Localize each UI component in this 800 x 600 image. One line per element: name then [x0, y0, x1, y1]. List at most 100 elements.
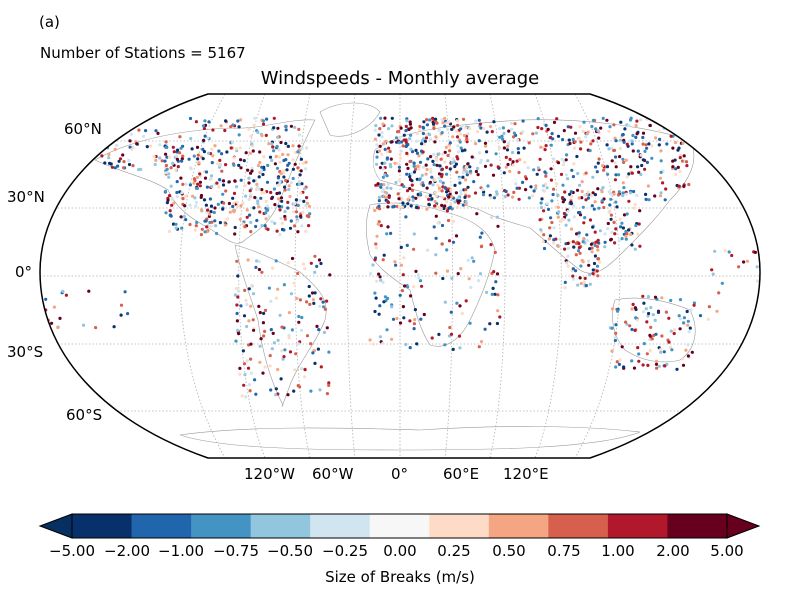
station-point — [650, 337, 654, 341]
station-point — [175, 180, 179, 184]
station-point — [461, 117, 466, 121]
station-point — [720, 281, 724, 285]
station-point — [399, 245, 403, 249]
station-point — [543, 170, 547, 174]
station-point — [436, 183, 440, 187]
station-point — [158, 143, 162, 147]
station-point — [123, 290, 127, 294]
station-point — [257, 187, 261, 191]
station-point — [249, 371, 254, 375]
station-point — [548, 226, 552, 230]
station-point — [634, 135, 638, 139]
station-point — [322, 305, 326, 309]
station-point — [247, 383, 251, 387]
station-point — [630, 171, 634, 175]
station-point — [247, 343, 251, 347]
station-point — [404, 129, 408, 133]
station-point — [223, 128, 227, 133]
station-point — [710, 268, 714, 272]
station-point — [293, 125, 297, 129]
station-point — [301, 262, 305, 266]
station-point — [434, 253, 438, 257]
station-point — [431, 183, 435, 187]
station-point — [669, 298, 673, 303]
station-point — [567, 218, 571, 222]
station-point — [304, 229, 308, 233]
station-point — [294, 210, 299, 214]
station-point — [191, 194, 195, 198]
station-point — [204, 203, 208, 207]
station-point — [421, 165, 425, 169]
station-point — [381, 142, 385, 146]
station-point — [442, 206, 446, 211]
station-point — [193, 228, 197, 232]
station-point — [400, 197, 404, 201]
station-point — [264, 133, 268, 137]
station-point — [373, 137, 377, 141]
station-point — [267, 286, 271, 290]
station-point — [648, 338, 652, 342]
station-point — [307, 294, 311, 298]
station-point — [541, 240, 545, 244]
station-point — [658, 176, 663, 180]
station-point — [280, 221, 284, 225]
station-point — [477, 151, 481, 155]
station-point — [181, 182, 185, 186]
station-point — [674, 172, 678, 177]
station-point — [635, 193, 639, 197]
station-point — [393, 260, 397, 264]
station-point — [595, 245, 600, 249]
station-point — [627, 199, 631, 203]
station-point — [681, 141, 685, 145]
station-point — [385, 174, 389, 178]
station-point — [229, 125, 233, 129]
station-point — [485, 130, 489, 134]
station-point — [504, 155, 508, 159]
station-point — [113, 129, 117, 133]
station-point — [283, 217, 287, 221]
station-point — [313, 270, 317, 274]
station-point — [375, 279, 379, 283]
station-point — [453, 200, 457, 204]
station-point — [686, 323, 690, 327]
station-point — [481, 188, 485, 192]
station-point — [572, 245, 576, 249]
station-point — [305, 201, 310, 205]
station-point — [605, 165, 610, 169]
station-point — [434, 191, 438, 195]
station-point — [421, 131, 425, 136]
station-point — [512, 131, 517, 135]
station-point — [236, 119, 240, 123]
station-point — [379, 224, 383, 228]
station-point — [247, 319, 251, 323]
station-point — [458, 140, 462, 144]
station-point — [245, 208, 249, 212]
station-point — [437, 172, 442, 176]
station-point — [412, 170, 417, 174]
station-point — [278, 208, 282, 212]
station-point — [556, 244, 560, 248]
station-point — [258, 311, 262, 315]
station-point — [644, 307, 648, 311]
station-point — [244, 194, 248, 198]
station-point — [398, 156, 402, 160]
station-point — [305, 334, 310, 338]
station-point — [422, 312, 426, 317]
station-point — [378, 127, 382, 131]
station-point — [677, 121, 681, 125]
station-point — [550, 132, 554, 136]
station-point — [243, 225, 247, 229]
station-point — [198, 184, 202, 188]
station-point — [671, 159, 675, 163]
station-point — [313, 361, 317, 365]
station-point — [478, 235, 482, 239]
station-point — [635, 318, 640, 322]
station-point — [624, 158, 628, 162]
station-point — [304, 146, 309, 150]
station-point — [632, 206, 636, 210]
station-point — [239, 304, 243, 308]
station-point — [189, 167, 193, 171]
station-point — [591, 272, 595, 276]
station-point — [215, 181, 219, 185]
station-point — [295, 296, 299, 300]
